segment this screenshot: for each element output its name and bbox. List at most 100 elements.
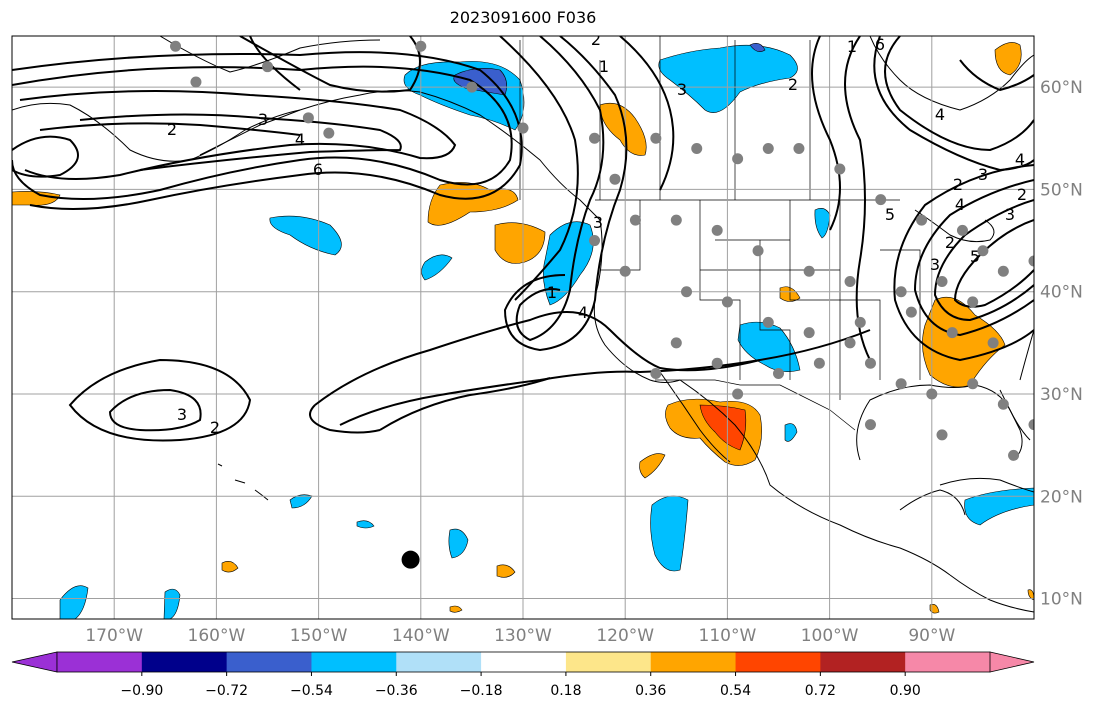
observation-point bbox=[1008, 449, 1020, 461]
observation-point bbox=[834, 163, 846, 175]
observation-point bbox=[916, 214, 928, 226]
longitude-label: 100°W bbox=[801, 626, 859, 646]
observation-point bbox=[936, 429, 948, 441]
contour-high-2 bbox=[108, 388, 202, 432]
contour-np-6 bbox=[12, 135, 79, 178]
observation-point bbox=[895, 378, 907, 390]
observation-point bbox=[170, 40, 182, 52]
longitude-label: 110°W bbox=[699, 626, 757, 646]
coast-alaska bbox=[12, 90, 601, 221]
observation-point bbox=[977, 245, 989, 257]
contour-label: 2 bbox=[210, 418, 220, 437]
coast-great-lakes bbox=[914, 209, 995, 243]
contour-label: 2 bbox=[788, 75, 798, 94]
observation-point bbox=[589, 132, 601, 144]
observation-point bbox=[670, 214, 682, 226]
colorbar-tick-label: 0.18 bbox=[550, 683, 581, 699]
observation-point bbox=[762, 316, 774, 328]
observation-point bbox=[936, 275, 948, 287]
map-frame bbox=[11, 35, 1035, 620]
shade-caribbean-blue bbox=[964, 487, 1034, 526]
contour-label: 3 bbox=[593, 213, 603, 232]
contour-label: 4 bbox=[295, 130, 305, 149]
coast-mexico-west bbox=[679, 379, 951, 576]
observation-point bbox=[926, 388, 938, 400]
contour-trough-1 bbox=[515, 36, 605, 342]
shade-pacific-orange-5 bbox=[221, 561, 239, 573]
map-title: 2023091600 F036 bbox=[449, 8, 597, 27]
observation-point bbox=[803, 327, 815, 339]
observation-point bbox=[844, 275, 856, 287]
contour-np-3 bbox=[19, 90, 457, 180]
shade-pacific-orange-6 bbox=[449, 605, 463, 613]
contour-sub-1 bbox=[314, 311, 871, 406]
colorbar-tick-label: 0.36 bbox=[635, 683, 666, 699]
observation-point bbox=[813, 357, 825, 369]
longitude-label: 170°W bbox=[85, 626, 143, 646]
latitude-label: 50°N bbox=[1040, 180, 1083, 200]
shade-pacific-orange-4 bbox=[496, 564, 516, 578]
observation-point bbox=[967, 296, 979, 308]
observation-point bbox=[1028, 255, 1034, 267]
shade-midwest-blue bbox=[814, 208, 831, 239]
shade-southeast-orange bbox=[922, 296, 1006, 388]
contour-label: 3 bbox=[677, 80, 687, 99]
shade-atlantic-orange bbox=[1027, 589, 1034, 601]
colorbar-segment bbox=[141, 652, 228, 672]
contour-label: 3 bbox=[978, 165, 988, 184]
contour-label: 2 bbox=[953, 175, 963, 194]
shaded-anomaly-regions bbox=[12, 42, 1034, 619]
colorbar-tick-label: 0.54 bbox=[720, 683, 751, 699]
border-state-2 bbox=[699, 200, 741, 380]
observation-point bbox=[875, 194, 887, 206]
contour-np-2 bbox=[12, 51, 523, 210]
contour-trough-2 bbox=[503, 36, 628, 352]
colorbar-tick-label: −0.36 bbox=[375, 683, 418, 699]
observation-point bbox=[415, 40, 427, 52]
longitude-labels: 170°W 160°W 150°W 140°W 130°W 120°W 110°W 100°W… bbox=[85, 626, 955, 646]
contour-high-1 bbox=[68, 358, 252, 442]
latitude-label: 40°N bbox=[1040, 283, 1083, 303]
contour-sub-3 bbox=[379, 377, 551, 431]
contour-label: 1 bbox=[599, 57, 609, 76]
observation-point bbox=[466, 81, 478, 93]
contour-east-7 bbox=[844, 36, 871, 361]
colorbar-segment bbox=[650, 652, 737, 672]
contour-label: 3 bbox=[930, 255, 940, 274]
shade-canada-core bbox=[749, 43, 766, 52]
colorbar-tick-label: −0.72 bbox=[205, 683, 248, 699]
observation-point bbox=[864, 357, 876, 369]
contour-trough-3 bbox=[499, 36, 579, 301]
contour-label: 5 bbox=[970, 247, 980, 266]
latitude-label: 60°N bbox=[1040, 78, 1083, 98]
colorbar-segment bbox=[311, 652, 397, 672]
contour-label: 2 bbox=[1017, 185, 1027, 204]
observation-point bbox=[905, 306, 917, 318]
observation-point bbox=[711, 357, 723, 369]
observation-point bbox=[844, 337, 856, 349]
contour-east-9 bbox=[959, 59, 1034, 92]
colorbar-tick-label: −0.18 bbox=[460, 683, 503, 699]
shade-pnw-blue bbox=[543, 221, 594, 306]
longitude-label: 140°W bbox=[392, 626, 450, 646]
contour-east-3 bbox=[913, 179, 1034, 337]
latitude-label: 10°N bbox=[1040, 590, 1083, 610]
observation-point bbox=[589, 235, 601, 247]
shade-mexico-red bbox=[699, 404, 747, 451]
contour-np-4 bbox=[79, 113, 402, 171]
observation-point bbox=[670, 337, 682, 349]
latitude-label: 20°N bbox=[1040, 487, 1083, 507]
contour-label: 1 bbox=[547, 283, 557, 302]
observation-point bbox=[773, 368, 784, 380]
observation-point bbox=[864, 419, 876, 431]
shade-pacific-blue-2 bbox=[421, 254, 453, 281]
observation-point bbox=[997, 398, 1009, 410]
contour-label: 6 bbox=[875, 35, 885, 54]
shade-pacific-blue-8 bbox=[356, 520, 375, 529]
contour-east-4 bbox=[933, 199, 1034, 322]
colorbar-extend-low bbox=[11, 651, 58, 673]
border-state-6 bbox=[839, 200, 881, 380]
border-state-1 bbox=[600, 200, 641, 271]
